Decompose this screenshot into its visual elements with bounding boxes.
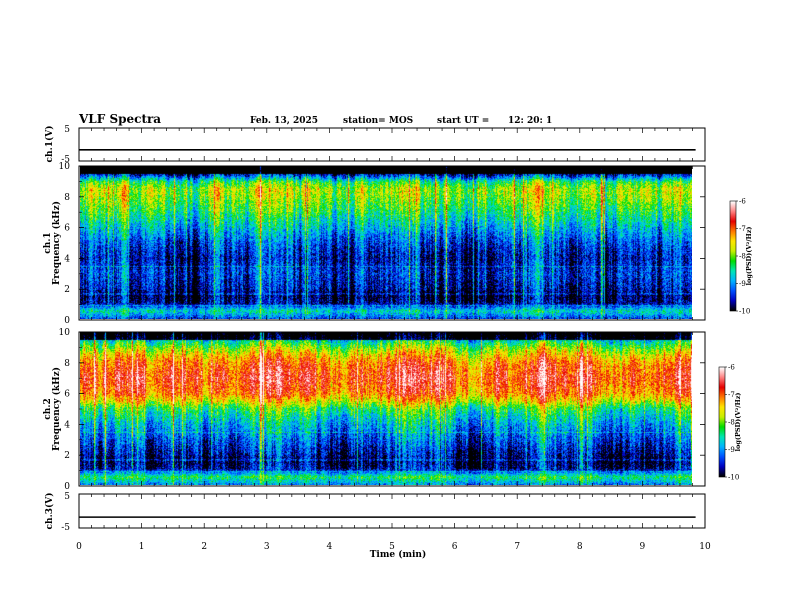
ch2-colorbar: -6 -7 -8 -9 -10 log(PSD)(V²/Hz) xyxy=(718,364,742,482)
ch1-waveform-ylabel: ch.1(V) xyxy=(44,126,55,163)
ch1-channel-label: ch.1 xyxy=(43,232,53,253)
x-tick-label: 1 xyxy=(139,542,145,552)
colorbar-tick-label: -6 xyxy=(728,364,735,372)
station-label: station= MOS xyxy=(343,116,413,126)
ch1-ytick-top: 5 xyxy=(64,125,70,135)
ch1-frequency-label: Frequency (kHz) xyxy=(51,201,62,285)
x-tick-label: 8 xyxy=(577,542,583,552)
x-tick-label: 7 xyxy=(514,542,520,552)
y-tick-label: 0 xyxy=(64,482,70,492)
y-tick-label: 6 xyxy=(64,224,70,234)
ch3-waveform-panel: 5 -5 ch.3(V) xyxy=(44,492,706,533)
y-tick-label: 0 xyxy=(64,316,70,326)
x-tick-label: 6 xyxy=(452,542,458,552)
ch1-colorbar: -6 -7 -8 -9 -10 log(PSD)(V²/Hz) xyxy=(729,198,753,316)
ch3-ytick-top: 5 xyxy=(64,492,70,502)
colorbar-tick-label: -10 xyxy=(728,474,739,482)
ch1-colorbar-ticks: -6 -7 -8 -9 -10 xyxy=(736,198,750,316)
x-tick-label: 5 xyxy=(389,542,395,552)
ch1-colorbar-label: log(PSD)(V²/Hz) xyxy=(745,227,753,286)
ch3-waveform-frame xyxy=(78,493,706,529)
colorbar-tick-label: -8 xyxy=(739,253,746,261)
ch1-ytick-bottom: -5 xyxy=(61,155,70,165)
ch1-colorbar-gradient xyxy=(730,201,736,311)
ch3-waveform-ylabel: ch.3(V) xyxy=(44,493,55,530)
ch1-waveform-panel: 5 -5 ch.1(V) xyxy=(44,125,706,165)
colorbar-tick-label: -7 xyxy=(728,391,735,399)
start-ut-label: start UT = xyxy=(437,116,489,126)
y-tick-label: 10 xyxy=(59,328,71,338)
ch3-ytick-bottom: -5 xyxy=(61,523,70,533)
y-tick-label: 4 xyxy=(64,254,70,264)
ch2-spectrogram-yticks: 0 2 4 6 8 10 xyxy=(59,328,705,492)
y-tick-label: 8 xyxy=(64,359,70,369)
x-axis-ticks: 0 1 2 3 4 5 6 7 8 9 10 xyxy=(76,128,711,552)
x-tick-label: 9 xyxy=(640,542,646,552)
ch2-colorbar-gradient xyxy=(719,367,725,477)
x-tick-label: 10 xyxy=(699,542,711,552)
y-tick-label: 10 xyxy=(59,162,71,172)
start-ut-value: 12: 20: 1 xyxy=(508,116,552,126)
y-tick-label: 6 xyxy=(64,390,70,400)
ch2-frequency-label: Frequency (kHz) xyxy=(51,367,62,451)
colorbar-tick-label: -7 xyxy=(739,225,746,233)
colorbar-tick-label: -10 xyxy=(739,308,750,316)
colorbar-tick-label: -6 xyxy=(739,198,746,206)
x-axis-label: Time (min) xyxy=(370,549,427,560)
ch2-channel-label: ch.2 xyxy=(43,398,53,419)
y-tick-label: 2 xyxy=(64,285,70,295)
date-label: Feb. 13, 2025 xyxy=(250,116,318,126)
ch1-spectrogram-image xyxy=(80,166,692,319)
chart-title: VLF Spectra xyxy=(78,112,161,126)
ch1-spectrogram-yticks: 0 2 4 6 8 10 xyxy=(59,162,705,326)
colorbar-tick-label: -9 xyxy=(739,280,746,288)
x-tick-label: 0 xyxy=(76,542,82,552)
y-tick-label: 4 xyxy=(64,420,70,430)
colorbar-tick-label: -8 xyxy=(728,419,735,427)
y-tick-label: 8 xyxy=(64,193,70,203)
ch2-colorbar-label: log(PSD)(V²/Hz) xyxy=(734,393,742,452)
ch1-spectrogram-panel: 0 2 4 6 8 10 ch.1 Frequency (kHz) xyxy=(43,162,706,326)
ch2-spectrogram-panel: 0 2 4 6 8 10 ch.2 Frequency (kHz) xyxy=(43,328,706,492)
colorbar-tick-label: -9 xyxy=(728,446,735,454)
ch2-spectrogram-image xyxy=(80,332,692,485)
x-tick-label: 4 xyxy=(327,542,333,552)
x-tick-label: 2 xyxy=(201,542,207,552)
y-tick-label: 2 xyxy=(64,451,70,461)
ch2-colorbar-ticks: -6 -7 -8 -9 -10 xyxy=(725,364,739,482)
x-tick-label: 3 xyxy=(264,542,270,552)
